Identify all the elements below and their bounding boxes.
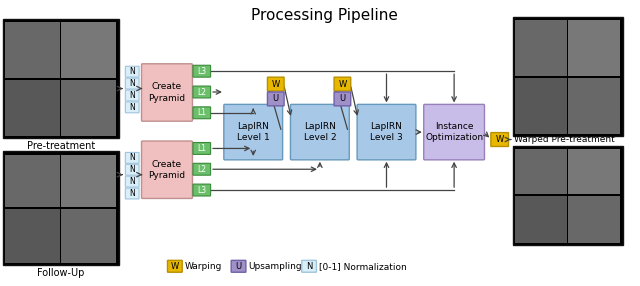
FancyBboxPatch shape: [334, 77, 351, 91]
FancyBboxPatch shape: [141, 141, 193, 198]
FancyBboxPatch shape: [231, 260, 246, 272]
Text: W: W: [339, 80, 346, 89]
FancyBboxPatch shape: [268, 77, 284, 91]
FancyBboxPatch shape: [193, 107, 211, 119]
FancyBboxPatch shape: [224, 104, 283, 160]
FancyBboxPatch shape: [291, 104, 349, 160]
Text: U: U: [339, 94, 346, 104]
Bar: [61, 155, 116, 207]
Bar: [61, 22, 116, 78]
Text: W: W: [171, 262, 179, 271]
Text: L1: L1: [197, 108, 206, 117]
FancyBboxPatch shape: [193, 65, 211, 77]
FancyBboxPatch shape: [334, 92, 351, 106]
Text: N: N: [129, 189, 135, 198]
Text: N: N: [129, 103, 135, 112]
Text: Follow-Up: Follow-Up: [38, 268, 85, 278]
FancyBboxPatch shape: [168, 260, 182, 272]
Bar: [568, 78, 620, 134]
Bar: [61, 209, 116, 263]
FancyBboxPatch shape: [424, 104, 484, 160]
Text: N: N: [129, 165, 135, 174]
Text: N: N: [129, 177, 135, 186]
Text: Upsampling: Upsampling: [248, 262, 302, 271]
Text: N: N: [129, 91, 135, 100]
FancyBboxPatch shape: [141, 64, 193, 121]
FancyBboxPatch shape: [125, 164, 139, 175]
Text: N: N: [129, 67, 135, 76]
Text: Instance
Optimization: Instance Optimization: [425, 122, 483, 142]
Bar: [5, 80, 60, 136]
FancyBboxPatch shape: [301, 260, 316, 272]
Bar: [513, 17, 623, 136]
Text: W: W: [495, 135, 504, 144]
FancyBboxPatch shape: [125, 78, 139, 89]
Text: Warping: Warping: [184, 262, 222, 271]
Text: LapIRN
Level 3: LapIRN Level 3: [370, 122, 403, 142]
Bar: [513, 146, 623, 245]
Text: N: N: [306, 262, 312, 271]
Bar: [515, 149, 567, 194]
Bar: [568, 196, 620, 243]
Bar: [515, 78, 567, 134]
Bar: [515, 20, 567, 76]
Bar: [515, 196, 567, 243]
Bar: [61, 80, 116, 136]
Text: N: N: [129, 153, 135, 162]
Text: Create
Pyramid: Create Pyramid: [148, 160, 186, 180]
Text: L3: L3: [197, 186, 206, 194]
Text: W: W: [271, 80, 280, 89]
FancyBboxPatch shape: [193, 184, 211, 196]
Bar: [5, 209, 60, 263]
Bar: [3, 19, 119, 138]
FancyBboxPatch shape: [268, 92, 284, 106]
Text: U: U: [273, 94, 279, 104]
Text: L1: L1: [197, 144, 206, 153]
FancyBboxPatch shape: [125, 176, 139, 187]
FancyBboxPatch shape: [193, 142, 211, 154]
FancyBboxPatch shape: [125, 152, 139, 163]
Text: L3: L3: [197, 67, 206, 76]
Bar: [3, 151, 119, 265]
Text: L2: L2: [197, 88, 206, 96]
FancyBboxPatch shape: [491, 133, 509, 146]
FancyBboxPatch shape: [125, 90, 139, 101]
Text: Create
Pyramid: Create Pyramid: [148, 82, 186, 103]
Text: LapIRN
Level 1: LapIRN Level 1: [237, 122, 269, 142]
FancyBboxPatch shape: [193, 163, 211, 175]
FancyBboxPatch shape: [125, 188, 139, 199]
Text: N: N: [129, 79, 135, 88]
Text: [0-1] Normalization: [0-1] Normalization: [319, 262, 406, 271]
FancyBboxPatch shape: [357, 104, 416, 160]
Bar: [5, 155, 60, 207]
Text: Pre-treatment: Pre-treatment: [27, 141, 95, 151]
FancyBboxPatch shape: [125, 66, 139, 77]
FancyBboxPatch shape: [125, 102, 139, 113]
Text: L2: L2: [197, 165, 206, 174]
FancyBboxPatch shape: [193, 86, 211, 98]
Bar: [568, 149, 620, 194]
Text: Processing Pipeline: Processing Pipeline: [252, 8, 398, 23]
Bar: [5, 22, 60, 78]
Bar: [568, 20, 620, 76]
Text: U: U: [236, 262, 241, 271]
Text: LapIRN
Level 2: LapIRN Level 2: [303, 122, 336, 142]
Text: Warped Pre-treatment: Warped Pre-treatment: [514, 135, 614, 144]
